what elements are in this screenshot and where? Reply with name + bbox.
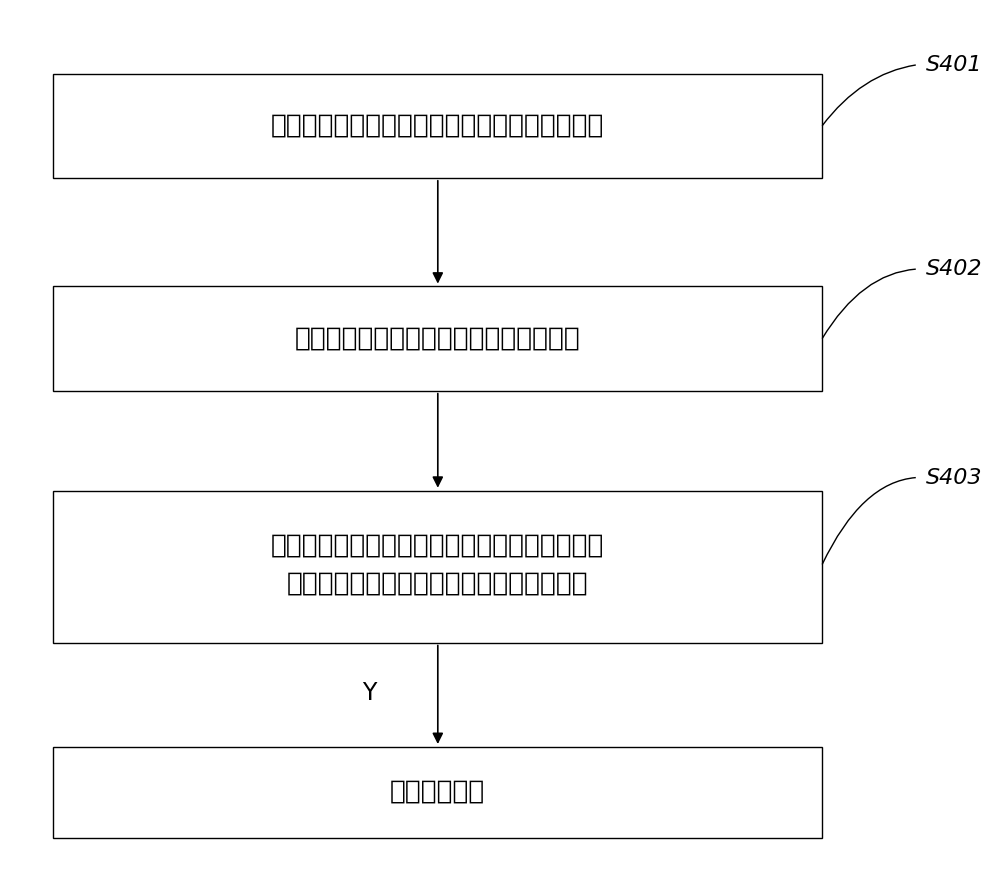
FancyBboxPatch shape <box>53 287 822 391</box>
FancyBboxPatch shape <box>53 490 822 643</box>
Text: S403: S403 <box>926 467 982 488</box>
Text: 根据特征图像确定点火头区域的图像特征: 根据特征图像确定点火头区域的图像特征 <box>295 325 581 352</box>
FancyBboxPatch shape <box>53 74 822 178</box>
FancyBboxPatch shape <box>53 747 822 838</box>
Text: 点火头点火时，采集有点火、无闪火的特征图像: 点火头点火时，采集有点火、无闪火的特征图像 <box>271 113 604 139</box>
Text: Y: Y <box>362 681 376 705</box>
Text: 出现闪火现象: 出现闪火现象 <box>390 779 485 805</box>
Text: S401: S401 <box>926 55 982 75</box>
Text: 在实时图像中排除符合点火头区域的图像特征的
区域后与原始图像对比，是否出现明亮区域: 在实时图像中排除符合点火头区域的图像特征的 区域后与原始图像对比，是否出现明亮区… <box>271 532 604 596</box>
Text: S402: S402 <box>926 259 982 279</box>
